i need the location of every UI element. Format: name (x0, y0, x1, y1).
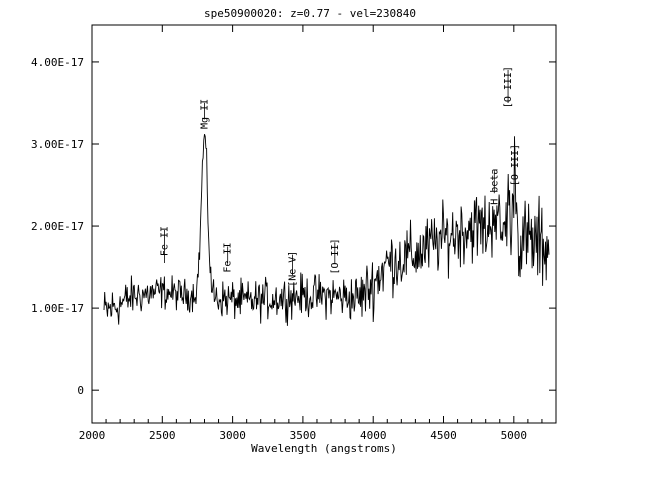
line-label-6: [O III] (503, 66, 514, 108)
line-label-text: [Ne V] (288, 251, 299, 287)
spectrum-series (103, 134, 550, 326)
x-tick-label: 3000 (219, 429, 246, 442)
line-label-2: Fe II (223, 242, 234, 272)
line-label-text: [O III] (503, 66, 514, 108)
plot-frame (91, 24, 557, 424)
line-label-4: [O II] (330, 238, 341, 274)
line-label-text: H beta (489, 169, 500, 205)
line-label-7: [O III] (510, 144, 521, 186)
x-tick-label: 4500 (430, 429, 457, 442)
x-axis: 2000 2500 3000 3500 4000 4500 5000 (79, 25, 543, 442)
y-tick-label: 0 (77, 384, 84, 397)
y-tick-label: 3.00E-17 (31, 138, 84, 151)
x-tick-label: 2500 (149, 429, 176, 442)
y-tick-label: 4.00E-17 (31, 56, 84, 69)
line-label-text: Mg II (199, 99, 210, 129)
x-tick-label: 2000 (79, 429, 106, 442)
chart-title: spe50900020: z=0.77 - vel=230840 (204, 7, 416, 20)
x-tick-label: 3500 (290, 429, 317, 442)
line-label-text: [O III] (510, 144, 521, 186)
line-label-3: [Ne V] (288, 251, 299, 287)
line-label-0: Fe II (159, 226, 170, 263)
y-tick-label: 2.00E-17 (31, 220, 84, 233)
x-tick-label: 5000 (501, 429, 528, 442)
x-tick-label: 4000 (360, 429, 387, 442)
emission-line-labels: Fe II Mg II Fe II [Ne V] [O II] H beta [O III]… (159, 66, 520, 287)
line-label-text: Fe II (223, 242, 234, 272)
y-tick-label: 1.00E-17 (31, 302, 84, 315)
line-label-text: [O II] (330, 238, 341, 274)
spectrum-line (103, 134, 550, 326)
y-axis: 0 1.00E-17 2.00E-17 3.00E-17 4.00E-17 (31, 56, 556, 397)
line-label-1: Mg II (199, 99, 210, 129)
line-label-5: H beta (489, 169, 500, 205)
line-label-text: Fe II (159, 226, 170, 256)
x-axis-label: Wavelength (angstroms) (251, 442, 397, 455)
